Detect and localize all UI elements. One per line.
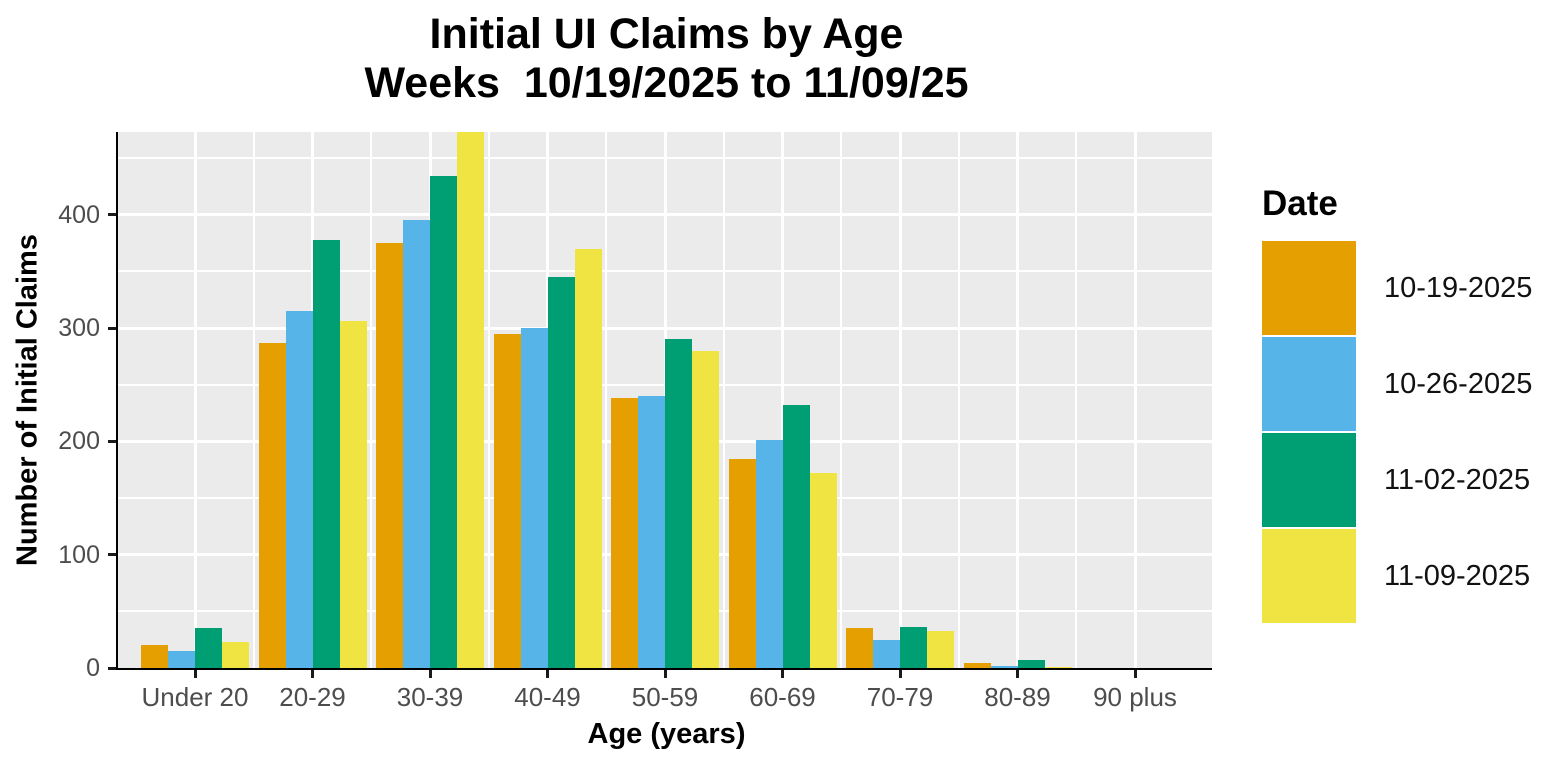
y-tick-label: 200 xyxy=(58,427,100,456)
bar xyxy=(141,645,168,668)
x-axis-title: Age (years) xyxy=(587,718,746,750)
legend-item: 10-26-2025 xyxy=(1262,337,1562,431)
bar xyxy=(846,628,873,668)
y-tick-mark xyxy=(108,213,116,217)
y-tick-mark xyxy=(108,439,116,443)
bar xyxy=(692,350,719,668)
bar xyxy=(493,333,521,668)
bar xyxy=(430,176,457,668)
y-axis-line xyxy=(116,132,118,670)
y-tick-label: 100 xyxy=(58,540,100,569)
bar xyxy=(403,220,430,668)
x-tick-mark xyxy=(546,670,549,678)
gridline-major-v xyxy=(898,132,902,668)
bar xyxy=(755,440,783,668)
gridline-minor-v xyxy=(722,132,725,668)
legend-item: 10-19-2025 xyxy=(1262,241,1562,335)
bar xyxy=(339,321,367,668)
bar xyxy=(990,665,1018,668)
legend: Date 10-19-2025 10-26-2025 11-02-2025 11-09… xyxy=(1262,184,1562,625)
y-tick-label: 300 xyxy=(58,314,100,343)
bar xyxy=(927,630,954,668)
chart-title-line1: Initial UI Claims by Age xyxy=(429,10,904,58)
x-tick-label: 20-29 xyxy=(279,682,346,712)
legend-label: 10-26-2025 xyxy=(1384,367,1533,400)
bar xyxy=(547,277,575,668)
x-tick-label: Under 20 xyxy=(141,682,249,712)
y-tick-mark xyxy=(108,553,116,557)
gridline-minor-v xyxy=(605,132,608,668)
bar xyxy=(520,328,548,668)
chart-title: Initial UI Claims by Age Weeks 10/19/202… xyxy=(118,10,1215,108)
gridline-major-v xyxy=(781,132,784,668)
legend-label: 11-09-2025 xyxy=(1384,559,1531,592)
bar xyxy=(963,663,991,668)
y-tick-label: 400 xyxy=(58,200,100,229)
legend-swatch xyxy=(1262,241,1356,335)
x-tick-label: 30-39 xyxy=(396,682,464,712)
gridline-minor-v xyxy=(957,132,960,668)
bar xyxy=(312,239,340,668)
legend-title: Date xyxy=(1262,184,1338,223)
x-tick-label: 50-59 xyxy=(631,682,699,712)
x-tick-label: 90 plus xyxy=(1093,682,1177,712)
x-tick-mark xyxy=(311,670,314,678)
gridline-minor-v xyxy=(487,132,490,668)
legend-item: 11-09-2025 xyxy=(1262,529,1562,623)
x-tick-mark xyxy=(428,670,432,678)
gridline-minor-v xyxy=(252,132,255,668)
y-tick-mark xyxy=(108,326,116,330)
bar xyxy=(195,628,222,668)
y-tick-mark xyxy=(108,666,116,670)
legend-item: 11-02-2025 xyxy=(1262,433,1562,527)
bar xyxy=(728,459,756,668)
x-tick-mark xyxy=(663,670,667,678)
x-tick-label: 70-79 xyxy=(866,682,934,712)
x-tick-label: 80-89 xyxy=(984,682,1051,712)
y-tick-label: 0 xyxy=(86,654,100,682)
x-tick-label: 40-49 xyxy=(514,682,581,712)
bar xyxy=(638,396,665,668)
bar xyxy=(574,248,602,668)
x-tick-mark xyxy=(898,670,902,678)
bar xyxy=(665,339,692,668)
x-axis-line xyxy=(116,668,1212,670)
gridline-minor-v xyxy=(370,132,373,668)
bar xyxy=(873,639,900,668)
gridline-minor-v xyxy=(840,132,843,668)
bar xyxy=(900,627,927,668)
bar xyxy=(1044,666,1072,668)
legend-swatch xyxy=(1262,433,1356,527)
plot-panel xyxy=(118,132,1212,668)
bar xyxy=(611,398,638,668)
legend-swatch xyxy=(1262,529,1356,623)
gridline-major-v xyxy=(1016,132,1019,668)
x-tick-mark xyxy=(781,670,784,678)
x-tick-mark xyxy=(193,670,197,678)
legend-items: 10-19-2025 10-26-2025 11-02-2025 11-09-2025 xyxy=(1262,241,1562,623)
bar xyxy=(809,473,837,668)
gridline-major-v xyxy=(193,132,197,668)
x-tick-mark xyxy=(1016,670,1019,678)
gridline-major-v xyxy=(1133,132,1137,668)
chart-title-line2: Weeks 10/19/2025 to 11/09/25 xyxy=(364,59,969,108)
x-tick-mark xyxy=(1133,670,1137,678)
bar xyxy=(168,651,195,668)
bar xyxy=(1017,660,1045,668)
bar xyxy=(376,243,403,668)
legend-label: 10-19-2025 xyxy=(1384,271,1533,304)
bar xyxy=(457,132,484,668)
bar xyxy=(285,311,313,668)
bar xyxy=(782,405,810,668)
legend-swatch xyxy=(1262,337,1356,431)
gridline-minor-v xyxy=(1075,132,1078,668)
legend-label: 11-02-2025 xyxy=(1384,463,1531,496)
bar xyxy=(222,641,249,668)
x-tick-label: 60-69 xyxy=(749,682,816,712)
bar xyxy=(258,342,286,668)
